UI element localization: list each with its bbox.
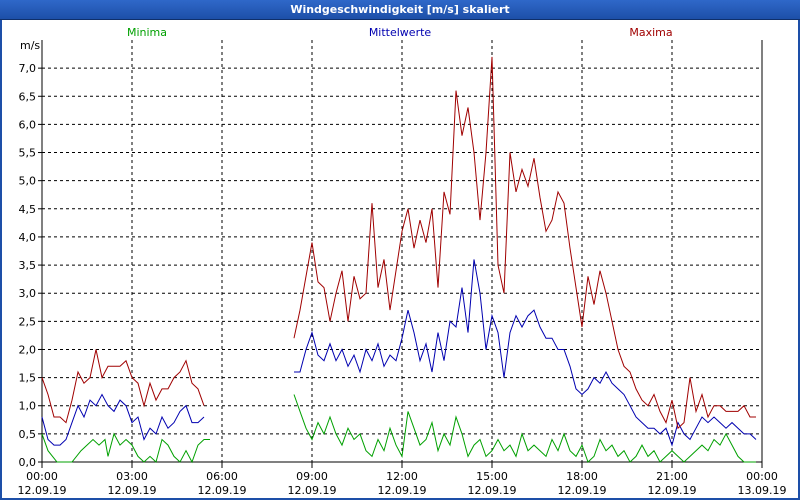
window-frame: [0, 20, 800, 500]
x-tick-time: 12:00: [386, 470, 418, 483]
y-tick-label: 4,5: [19, 203, 37, 216]
y-tick-label: 2,0: [19, 343, 37, 356]
y-tick-label: 6,5: [19, 90, 37, 103]
x-tick-date: 13.09.19: [738, 484, 787, 497]
x-tick-time: 09:00: [296, 470, 328, 483]
chart-area: 0,0 0,5 1,0 1,5 2,0 2,5 3,0 3,5 4,0 4,5 5,0 5,5 6,0 6…: [18, 26, 787, 497]
y-tick-label: 4,0: [19, 231, 37, 244]
x-tick-time: 00:00: [746, 470, 778, 483]
x-tick-date: 12.09.19: [648, 484, 697, 497]
y-tick-label: 1,5: [19, 372, 37, 385]
window-title: Windgeschwindigkeit [m/s] skaliert: [0, 0, 800, 20]
x-tick-date: 12.09.19: [558, 484, 607, 497]
series-line-maxima: [41, 349, 205, 424]
x-tick-date: 12.09.19: [468, 484, 517, 497]
gridlines: [42, 40, 762, 463]
x-tick-date: 12.09.19: [108, 484, 157, 497]
y-tick-label: 3,5: [19, 259, 37, 272]
series-line-maxima: [293, 56, 756, 430]
series-line-minima: [293, 394, 756, 463]
y-tick-label: 7,0: [19, 62, 37, 75]
legend-maxima: Maxima: [629, 26, 672, 39]
x-tick-time: 06:00: [206, 470, 238, 483]
legend-minima: Minima: [127, 26, 167, 39]
x-tick-date: 12.09.19: [378, 484, 427, 497]
x-tick-date: 12.09.19: [288, 484, 337, 497]
x-tick-time: 21:00: [656, 470, 688, 483]
axes: 0,0 0,5 1,0 1,5 2,0 2,5 3,0 3,5 4,0 4,5 5,0 5,5 6,0 6…: [18, 40, 787, 497]
y-axis-label: m/s: [20, 39, 40, 52]
y-tick-label: 5,5: [19, 147, 37, 160]
series-line-mittelwerte: [294, 259, 757, 447]
x-tick-time: 00:00: [26, 470, 58, 483]
x-tick-date: 12.09.19: [198, 484, 247, 497]
y-tick-label: 2,5: [19, 315, 37, 328]
x-tick-time: 15:00: [476, 470, 508, 483]
legend: Minima Mittelwerte Maxima: [127, 26, 673, 39]
legend-mittelwerte: Mittelwerte: [369, 26, 432, 39]
y-tick-label: 0,0: [19, 456, 37, 469]
y-tick-label: 3,0: [19, 287, 37, 300]
y-tick-label: 6,0: [19, 118, 37, 131]
series-lines: [41, 56, 757, 464]
y-tick-label: 0,5: [19, 428, 37, 441]
x-tick-time: 18:00: [566, 470, 598, 483]
y-tick-label: 1,0: [19, 400, 37, 413]
x-tick-date: 12.09.19: [18, 484, 67, 497]
series-line-mittelwerte: [41, 393, 205, 446]
series-line-minima: [41, 432, 210, 464]
y-tick-label: 5,0: [19, 175, 37, 188]
x-tick-time: 03:00: [116, 470, 148, 483]
